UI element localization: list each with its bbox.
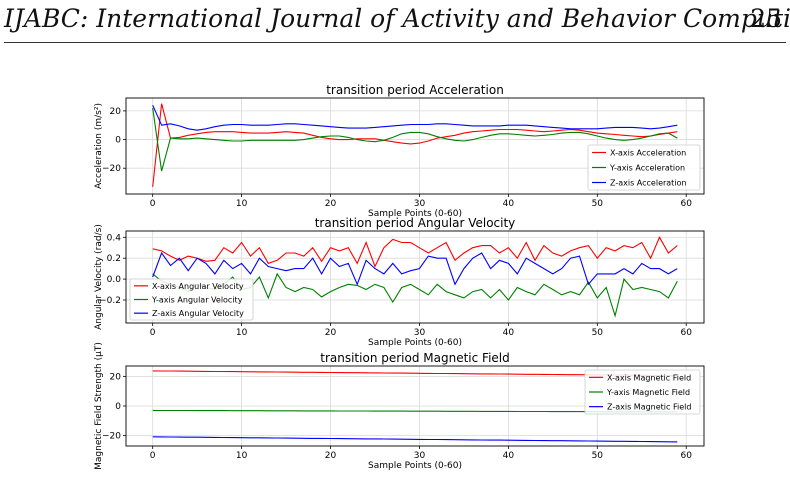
panel-3-x-tick-label: 40 [503,451,515,461]
panel-2-x-tick-label: 10 [236,328,248,338]
panel-3-y-axis-label: Magnetic Field Strength (μT) [94,342,104,470]
panel-2-x-tick-label: 20 [325,328,337,338]
panel-1-y-axis-label: Acceleration (m/s²) [94,103,104,189]
panel-1-y-tick-label: 0 [115,136,121,146]
panel-3-legend-label: X-axis Magnetic Field [607,373,691,382]
panel-2-legend-box [129,278,254,321]
panel-2-y-tick-label: 0.0 [107,275,122,285]
panel-3-legend-label: Z-axis Magnetic Field [607,403,691,412]
panel-1-x-tick-label: 20 [325,199,337,209]
panel-1-y-tick-label: −20 [102,164,121,174]
panel-2-x-tick-label: 0 [150,328,156,338]
panel-3-x-tick-label: 0 [150,451,156,461]
panel-1-series-line-3 [152,104,678,131]
panel-2-x-axis-label: Sample Points (0-60) [368,338,462,348]
panel-3-x-tick-label: 10 [236,451,248,461]
panel-1-x-axis-label: Sample Points (0-60) [368,209,462,219]
panel-1-title: transition period Acceleration [326,83,504,97]
panel-1-axes-frame [125,97,705,195]
panel-1-x-tick-label: 60 [680,199,692,209]
panel-2-series-line-1 [152,236,678,268]
panel-1-x-tick-label: 0 [150,199,156,209]
panel-2-y-tick-label: 0.4 [107,233,122,243]
page-number: 25 [750,4,782,33]
panel-2-y-tick-label: −0.2 [99,296,121,306]
panel-3-title: transition period Magnetic Field [320,351,510,365]
panel-2-y-axis-label: Angular Velocity (rad/s) [94,224,104,330]
page-header: IJABC: International Journal of Activity… [0,0,790,50]
panel-2-legend-label: Y-axis Angular Velocity [151,296,243,305]
panel-1-series-line-2 [152,107,678,172]
panel-2-x-tick-label: 60 [680,328,692,338]
panel-1-legend-label: Y-axis Acceleration [609,164,685,173]
panel-1-x-tick-label: 40 [503,199,515,209]
panel-3-y-tick-label: 20 [110,372,122,382]
header-rule [4,42,786,43]
panel-1-x-tick-label: 50 [592,199,604,209]
panel-3-x-tick-label: 30 [414,451,426,461]
panel-2-x-tick-label: 30 [414,328,426,338]
panel-3-series-line-3 [152,436,678,443]
panel-1-y-tick-label: 20 [110,107,122,117]
panel-1-legend-label: Z-axis Acceleration [610,179,687,188]
panel-1-x-tick-label: 10 [236,199,248,209]
panel-3-y-tick-label: 0 [115,402,121,412]
panel-1-x-tick-label: 30 [414,199,426,209]
panel-2-axes-frame [125,230,705,324]
panel-2-x-tick-label: 50 [592,328,604,338]
panel-3-y-tick-label: −20 [102,432,121,442]
panel-3-x-tick-label: 20 [325,451,337,461]
panel-2-series-line-3 [152,251,678,286]
panel-3-x-axis-label: Sample Points (0-60) [368,461,462,471]
panel-2-x-tick-label: 40 [503,328,515,338]
panel-3-x-tick-label: 60 [680,451,692,461]
journal-title: IJABC: International Journal of Activity… [4,4,790,33]
panel-3-x-tick-label: 50 [592,451,604,461]
panel-3-legend-box [584,369,701,415]
panel-2-y-tick-label: 0.2 [107,254,121,264]
panel-2-title: transition period Angular Velocity [315,216,516,230]
panel-1-legend-label: X-axis Acceleration [610,149,686,158]
panel-1-series-line-1 [152,103,678,187]
panel-3-legend-label: Y-axis Magnetic Field [606,388,690,397]
panel-2-legend-label: Z-axis Angular Velocity [152,309,244,318]
panel-1-legend-box [587,144,701,191]
panel-2-legend-label: X-axis Angular Velocity [152,282,244,291]
